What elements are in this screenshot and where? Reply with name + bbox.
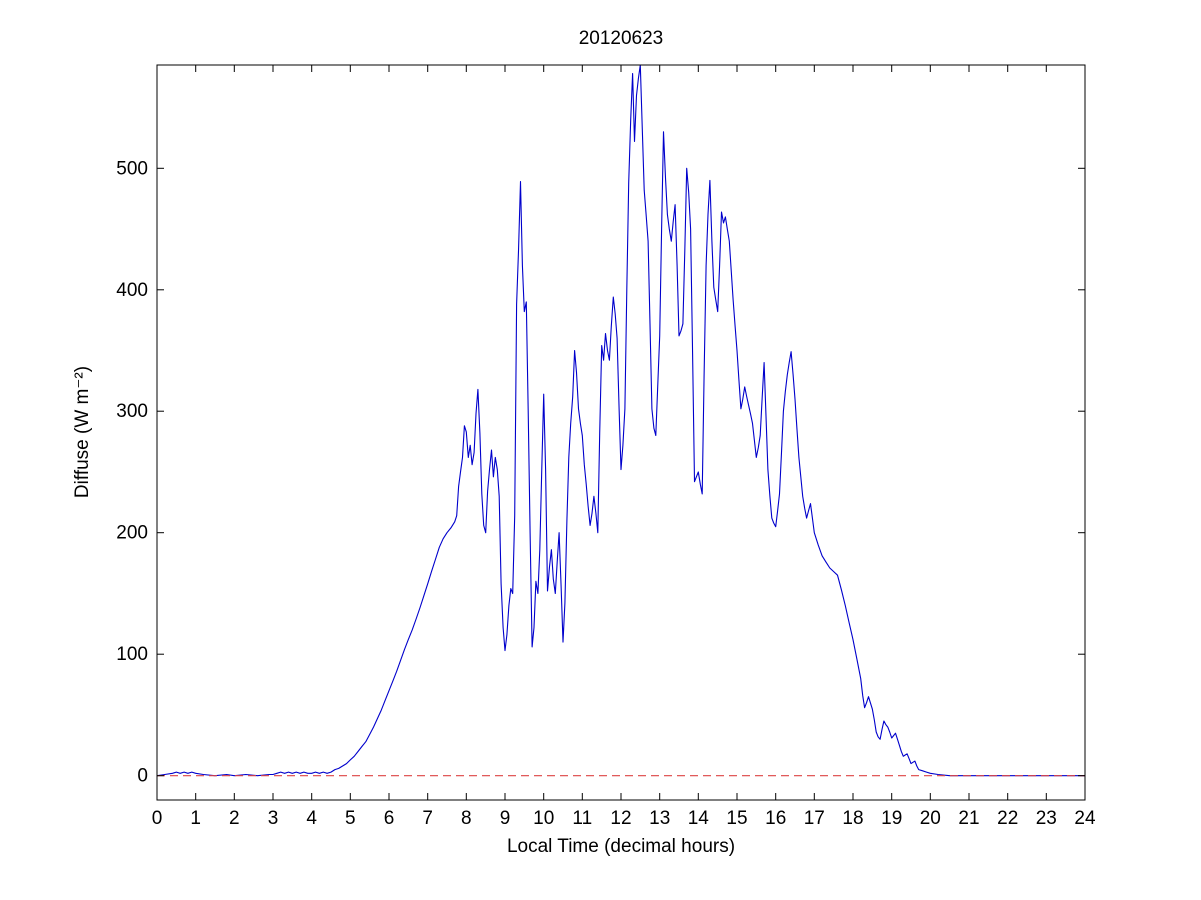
y-tick-label: 200 [116, 523, 148, 544]
y-axis-label: Diffuse (W m⁻²) [72, 366, 93, 498]
x-tick-label: 1 [190, 808, 201, 829]
y-tick-label: 0 [137, 766, 148, 787]
x-tick-label: 18 [842, 808, 863, 829]
x-tick-label: 17 [804, 808, 825, 829]
x-tick-label: 16 [765, 808, 786, 829]
x-tick-label: 20 [920, 808, 941, 829]
x-tick-label: 21 [958, 808, 979, 829]
x-tick-label: 15 [726, 808, 747, 829]
x-tick-label: 4 [306, 808, 317, 829]
x-tick-label: 12 [610, 808, 631, 829]
series-diffuse [156, 64, 1085, 777]
x-tick-label: 24 [1074, 808, 1096, 829]
x-tick-label: 11 [572, 808, 592, 829]
x-tick-label: 7 [422, 808, 433, 829]
x-tick-label: 6 [384, 808, 395, 829]
x-tick-label: 19 [881, 808, 902, 829]
x-tick-label: 3 [268, 808, 279, 829]
x-tick-label: 9 [500, 808, 511, 829]
x-tick-label: 14 [688, 808, 710, 829]
y-tick-label: 100 [116, 644, 148, 665]
plot-box [156, 64, 1086, 801]
y-tick-label: 400 [116, 280, 148, 301]
y-tick-label: 300 [116, 401, 148, 422]
x-tick-label: 8 [461, 808, 472, 829]
x-tick-label: 0 [152, 808, 163, 829]
x-tick-label: 22 [997, 808, 1018, 829]
chart-title: 20120623 [579, 28, 664, 49]
x-tick-label: 10 [533, 808, 554, 829]
series-layer [156, 64, 1085, 777]
x-tick-label: 23 [1036, 808, 1057, 829]
x-tick-label: 2 [229, 808, 240, 829]
x-tick-label: 5 [345, 808, 356, 829]
ticks-layer: 0 1 2 3 4 5 6 7 8 9 10 11 12 13 14 15 16 17 18 19 20 21 22 23 24… [116, 65, 1096, 829]
x-tick-label: 13 [649, 808, 670, 829]
y-tick-label: 500 [116, 158, 148, 179]
x-axis-label: Local Time (decimal hours) [507, 836, 735, 857]
